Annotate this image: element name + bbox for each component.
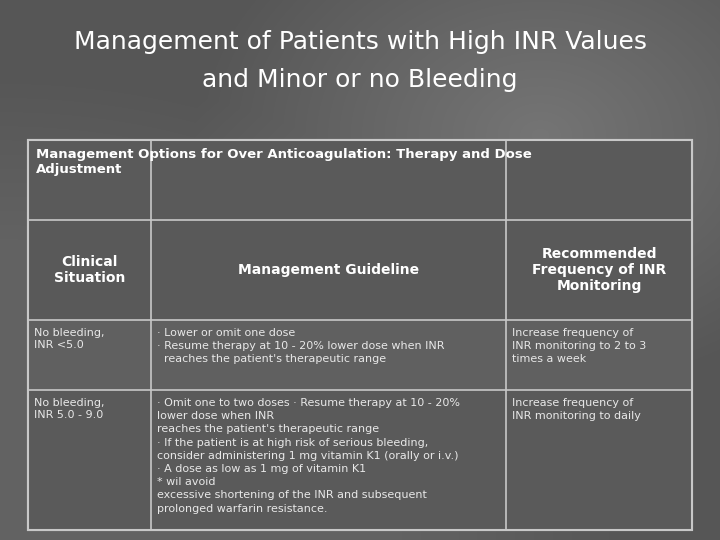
Text: · Omit one to two doses · Resume therapy at 10 - 20%
lower dose when INR
reaches: · Omit one to two doses · Resume therapy… <box>157 398 460 514</box>
Text: · Lower or omit one dose
· Resume therapy at 10 - 20% lower dose when INR
  reac: · Lower or omit one dose · Resume therap… <box>157 328 444 364</box>
Text: Increase frequency of
INR monitoring to daily: Increase frequency of INR monitoring to … <box>512 398 641 421</box>
Bar <box>28 140 692 530</box>
Text: No bleeding,
INR 5.0 - 9.0: No bleeding, INR 5.0 - 9.0 <box>34 398 104 420</box>
Text: Management Options for Over Anticoagulation: Therapy and Dose
Adjustment: Management Options for Over Anticoagulat… <box>36 148 532 176</box>
Text: and Minor or no Bleeding: and Minor or no Bleeding <box>202 68 518 92</box>
Text: No bleeding,
INR <5.0: No bleeding, INR <5.0 <box>34 328 104 349</box>
Bar <box>28 320 692 390</box>
Text: Management Guideline: Management Guideline <box>238 263 419 277</box>
Text: Clinical
Situation: Clinical Situation <box>54 255 125 285</box>
Bar <box>28 220 692 320</box>
Text: Recommended
Frequency of INR
Monitoring: Recommended Frequency of INR Monitoring <box>532 247 666 293</box>
Bar <box>28 390 692 530</box>
Text: Increase frequency of
INR monitoring to 2 to 3
times a week: Increase frequency of INR monitoring to … <box>512 328 647 364</box>
Bar <box>28 140 692 220</box>
Bar <box>28 140 692 530</box>
Text: Management of Patients with High INR Values: Management of Patients with High INR Val… <box>73 30 647 54</box>
